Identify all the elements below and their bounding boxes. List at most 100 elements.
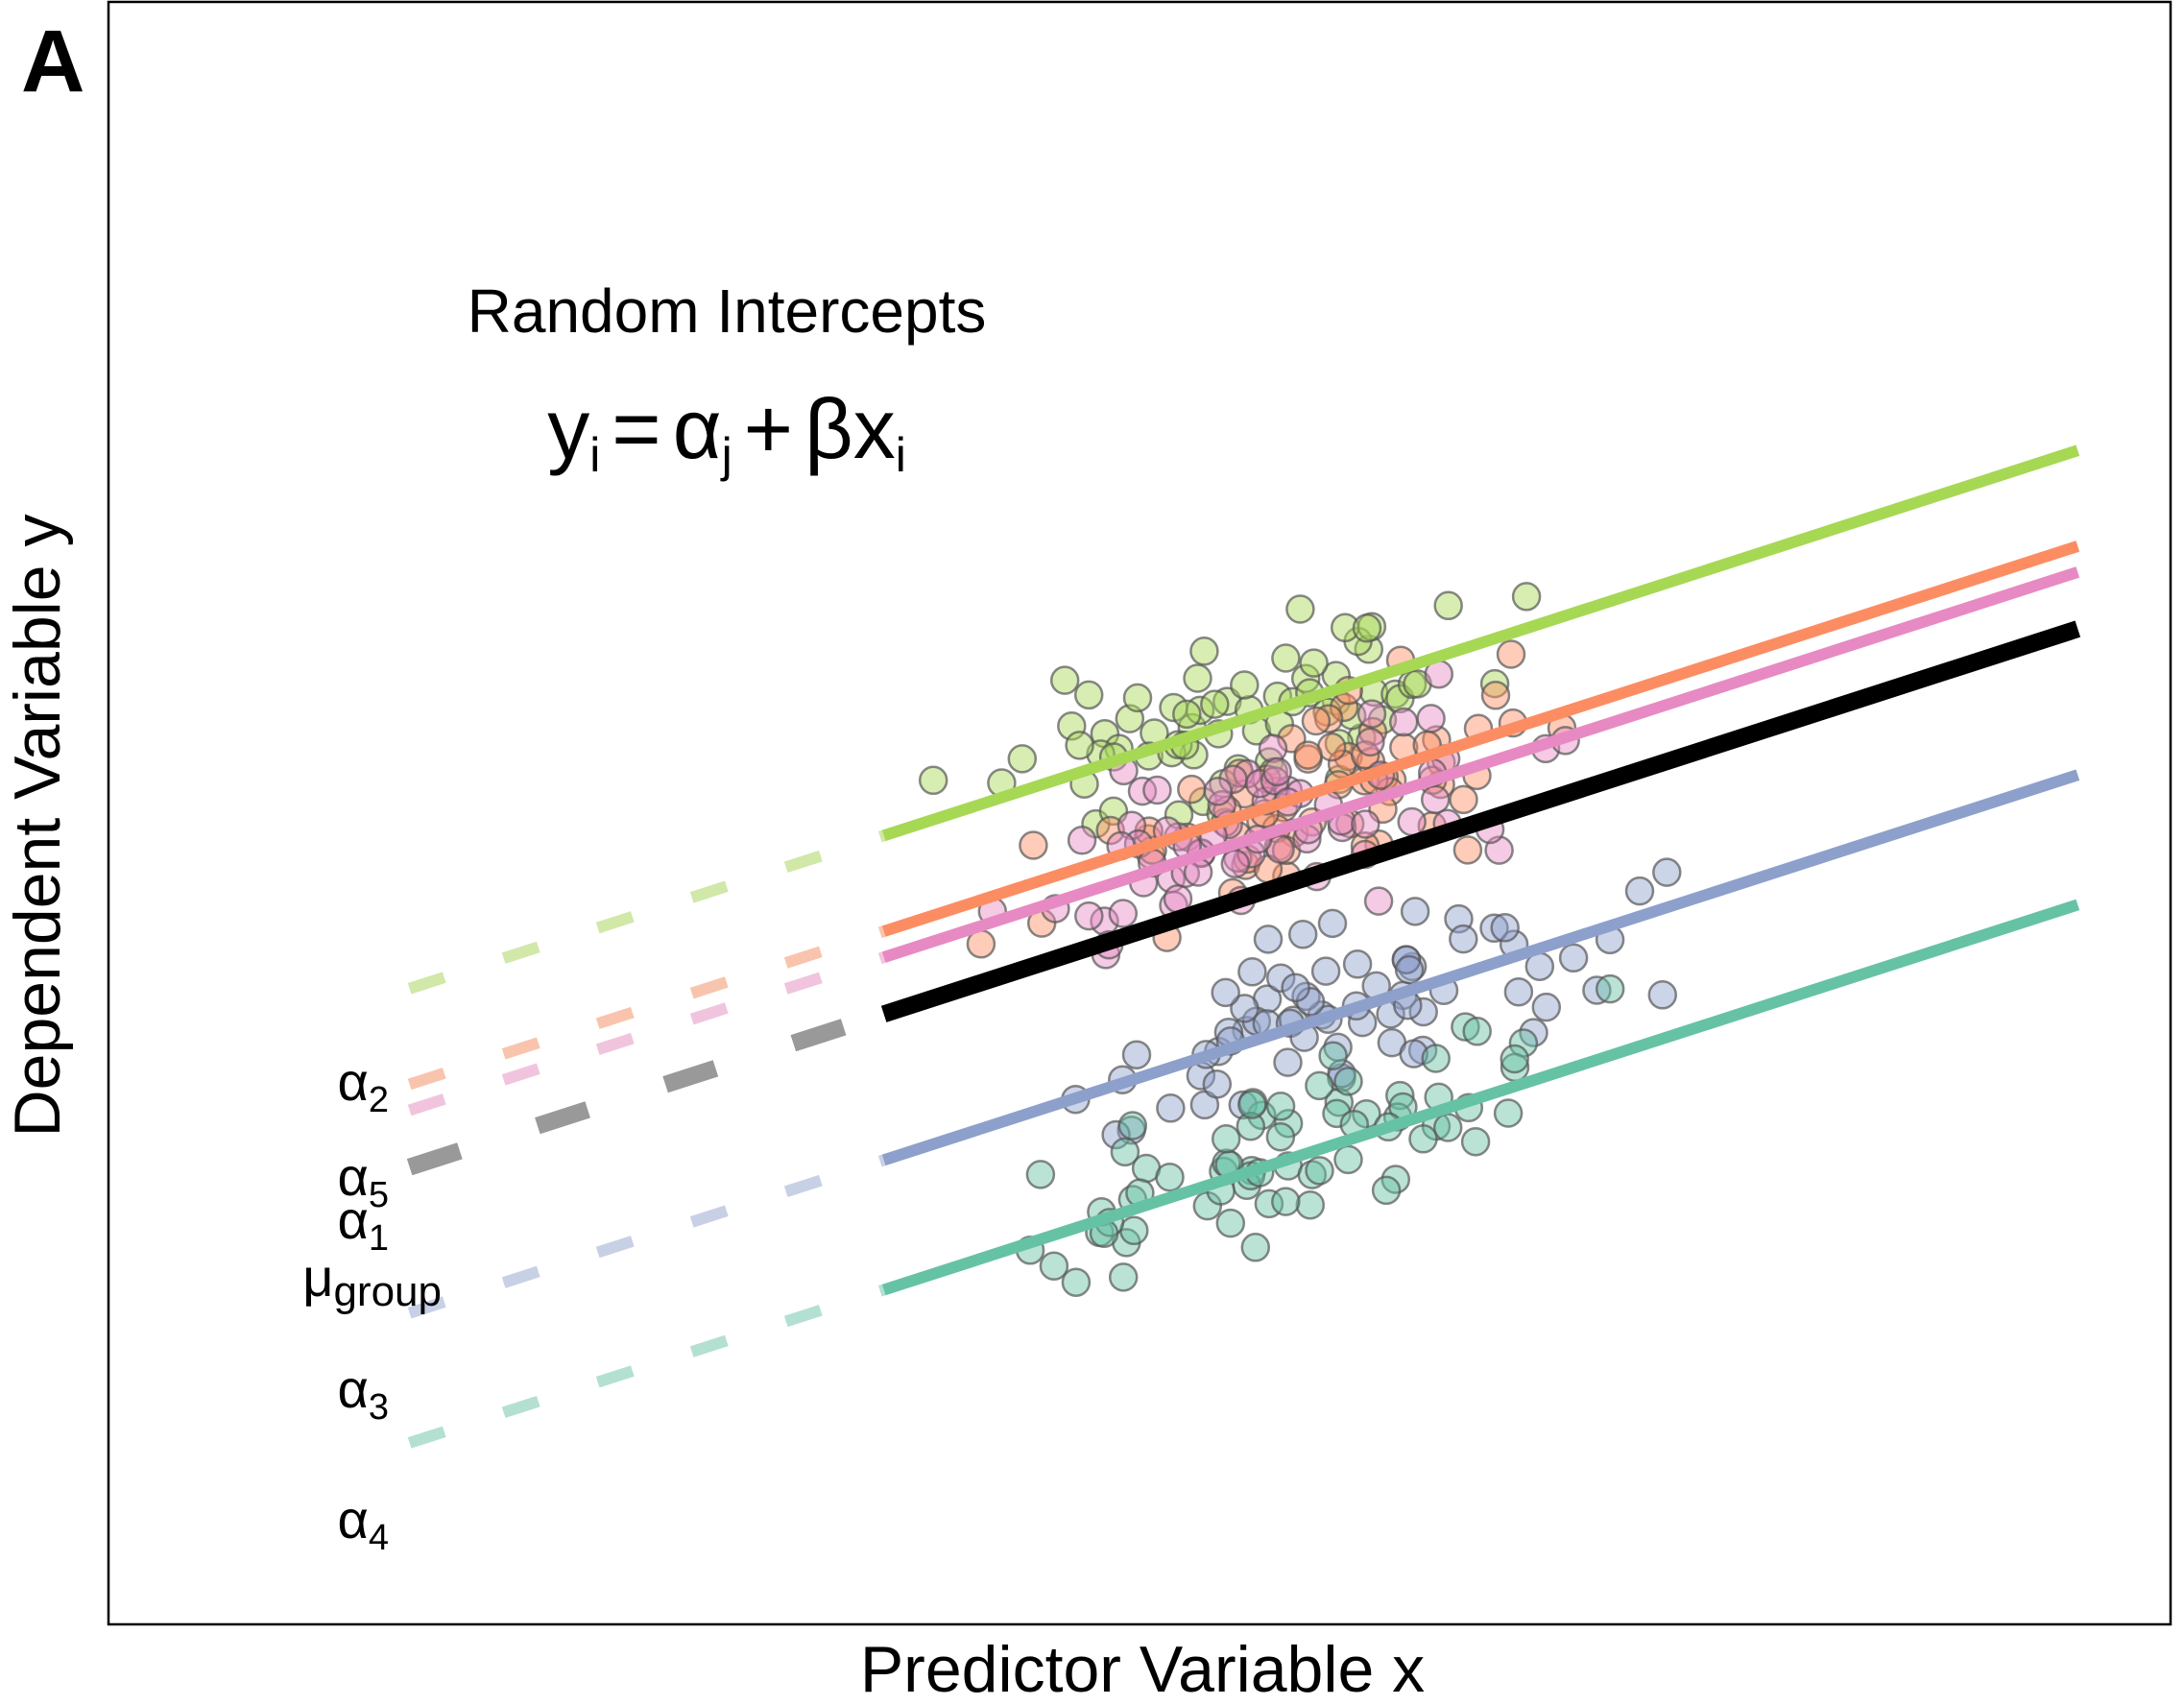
data-point-3	[1074, 901, 1104, 931]
data-point-2	[1019, 830, 1048, 860]
data-point-5	[1322, 1098, 1352, 1129]
data-point-4	[1342, 949, 1373, 979]
panel-label: A	[21, 12, 84, 110]
data-point-1	[1352, 613, 1382, 643]
y-axis-label: Dependent Variable y	[1, 515, 74, 1138]
data-point-5	[1295, 1189, 1326, 1220]
data-point-1	[1183, 663, 1212, 693]
data-point-4	[1479, 913, 1509, 944]
data-point-3	[1397, 806, 1427, 837]
data-point-3	[1108, 899, 1139, 928]
data-point-5	[1265, 1092, 1296, 1121]
data-point-1	[1479, 668, 1510, 699]
data-point-1	[1189, 636, 1219, 666]
data-point-3	[1142, 775, 1172, 805]
data-point-5	[1371, 1175, 1402, 1206]
data-point-1	[1159, 692, 1188, 723]
data-point-4	[1503, 976, 1534, 1007]
data-point-4	[1558, 943, 1589, 973]
data-point-1	[1200, 689, 1230, 719]
data-point-5	[1408, 1124, 1438, 1154]
data-point-3	[1388, 707, 1419, 737]
data-point-1	[1049, 665, 1080, 695]
data-point-4	[1310, 956, 1341, 986]
data-point-1	[1230, 670, 1260, 700]
data-point-2	[1177, 774, 1207, 804]
x-axis-label: Predictor Variable x	[860, 1633, 1425, 1705]
data-point-5	[1305, 1070, 1334, 1101]
data-point-4	[1253, 925, 1284, 954]
data-point-5	[1025, 1160, 1056, 1189]
chart-title: Random Intercepts	[468, 276, 987, 346]
data-point-2	[1452, 835, 1483, 865]
plot-frame	[107, 0, 2172, 1626]
data-point-3	[1356, 727, 1385, 757]
data-point-4	[1531, 992, 1562, 1022]
population-line-extrapolation	[406, 1005, 887, 1176]
data-point-4	[1265, 963, 1296, 993]
data-point-3	[1258, 733, 1288, 763]
data-point-4	[1647, 980, 1678, 1010]
group-line-5-fit	[881, 540, 2080, 937]
equation-equals: =	[612, 381, 660, 476]
data-point-5	[1271, 1187, 1301, 1216]
data-point-4	[1490, 913, 1520, 943]
data-point-5	[1236, 1111, 1266, 1141]
group-line-3	[407, 769, 2080, 1319]
data-point-1	[1299, 648, 1329, 678]
data-point-5	[1117, 1111, 1148, 1141]
group-line-1	[407, 566, 2080, 1117]
population-line	[406, 620, 2081, 1176]
data-point-5	[1110, 1137, 1140, 1167]
intercept-label-alpha-1: α1	[337, 1189, 389, 1259]
data-point-3	[1363, 886, 1394, 916]
data-point-2	[1095, 815, 1125, 846]
data-point-3	[1262, 756, 1292, 787]
data-point-1	[1073, 680, 1104, 710]
data-point-4	[1317, 908, 1348, 939]
data-point-3	[1127, 776, 1158, 806]
group-line-2-extrapolation	[407, 829, 886, 995]
data-point-4	[1652, 857, 1682, 887]
intercept-label-mu-group: μgroup	[302, 1247, 442, 1315]
data-point-5	[1595, 973, 1625, 1004]
data-point-5	[1039, 1251, 1069, 1281]
data-point-2	[1496, 639, 1526, 669]
data-point-5	[1119, 1215, 1149, 1246]
model-equation: yi = αj + βxi	[547, 381, 906, 482]
data-point-5	[1385, 1080, 1415, 1111]
data-point-5	[1215, 1208, 1246, 1238]
data-point-1	[1511, 582, 1542, 612]
data-point-4	[1408, 997, 1438, 1027]
data-point-4	[1624, 876, 1655, 906]
data-point-5	[1318, 1041, 1348, 1070]
intercept-label-alpha-2: α2	[337, 1051, 389, 1120]
data-point-5	[1500, 1044, 1529, 1074]
data-point-3	[1203, 777, 1233, 806]
data-point-1	[1172, 699, 1202, 730]
group-line-3-fit	[881, 769, 2080, 1166]
group-line-1-fit	[881, 566, 2080, 963]
data-point-1	[1271, 643, 1301, 673]
data-point-1	[1065, 731, 1094, 760]
group-line-3-extrapolation	[407, 1154, 886, 1319]
equation-x-sub: i	[896, 428, 906, 482]
data-point-3	[1420, 784, 1451, 815]
data-point-5	[1421, 1044, 1451, 1073]
data-point-2	[1301, 706, 1332, 736]
intercept-label-alpha-4: α4	[337, 1489, 389, 1558]
data-point-1	[918, 765, 948, 796]
data-point-5	[1333, 1144, 1363, 1175]
data-point-5	[1432, 1113, 1463, 1142]
data-point-5	[1462, 1017, 1492, 1046]
data-point-5	[1061, 1267, 1092, 1297]
intercept-label-alpha-3: α3	[337, 1358, 389, 1428]
data-point-4	[1400, 897, 1430, 926]
data-point-2	[1449, 784, 1478, 815]
equation-alpha-sub: j	[720, 428, 732, 482]
group-line-5-extrapolation	[407, 925, 886, 1091]
group-line-4	[407, 899, 2080, 1449]
